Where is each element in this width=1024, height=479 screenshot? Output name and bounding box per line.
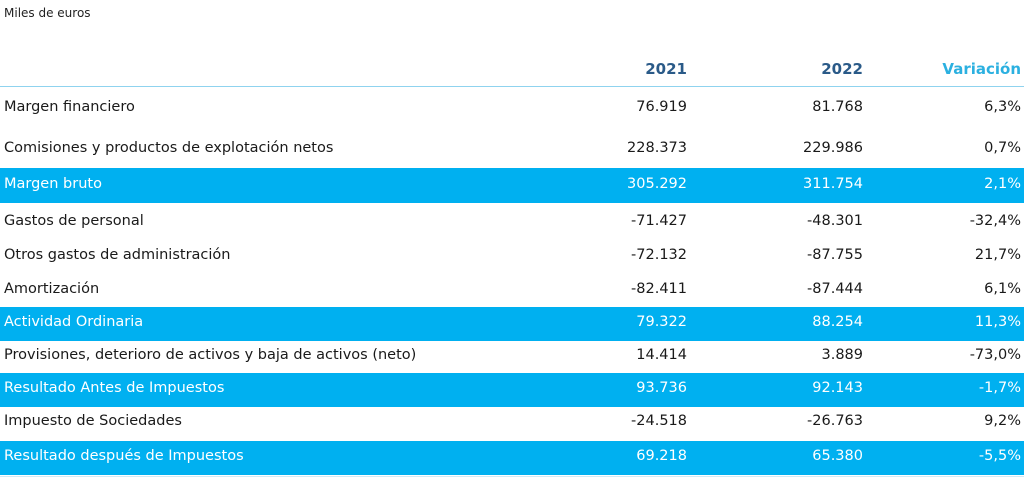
value-2021: -82.411 bbox=[631, 281, 687, 297]
value-2021: 76.919 bbox=[636, 99, 687, 115]
table-row: Impuesto de Sociedades -24.518 -26.763 9… bbox=[0, 410, 1024, 434]
value-2021: -24.518 bbox=[631, 413, 687, 429]
table-row: Otros gastos de administración -72.132 -… bbox=[0, 244, 1024, 268]
column-header-variation: Variación bbox=[942, 60, 1021, 78]
value-2021: -71.427 bbox=[631, 213, 687, 229]
value-2021: 79.322 bbox=[636, 314, 687, 330]
table-row: Amortización -82.411 -87.444 6,1% bbox=[0, 278, 1024, 302]
table-bottom-divider bbox=[0, 476, 1024, 477]
value-2022: 3.889 bbox=[821, 347, 863, 363]
value-2022: -87.755 bbox=[807, 247, 863, 263]
table-row-highlight: Resultado después de Impuestos 69.218 65… bbox=[0, 441, 1024, 475]
row-label: Resultado después de Impuestos bbox=[4, 448, 244, 464]
row-label: Amortización bbox=[4, 281, 100, 297]
value-variation: 2,1% bbox=[984, 176, 1021, 192]
value-2021: 228.373 bbox=[627, 140, 687, 156]
value-2021: 69.218 bbox=[636, 448, 687, 464]
row-label: Gastos de personal bbox=[4, 213, 144, 229]
row-label: Actividad Ordinaria bbox=[4, 314, 144, 330]
value-variation: 11,3% bbox=[974, 314, 1021, 330]
table-row: Margen financiero 76.919 81.768 6,3% bbox=[0, 96, 1024, 120]
value-2022: 88.254 bbox=[812, 314, 863, 330]
value-variation: 9,2% bbox=[984, 413, 1021, 429]
value-2022: 65.380 bbox=[812, 448, 863, 464]
row-label: Margen bruto bbox=[4, 176, 102, 192]
row-label: Resultado Antes de Impuestos bbox=[4, 380, 225, 396]
value-variation: 6,1% bbox=[984, 281, 1021, 297]
value-variation: -32,4% bbox=[969, 213, 1021, 229]
value-variation: -5,5% bbox=[978, 448, 1021, 464]
column-header-2022: 2022 bbox=[821, 60, 863, 78]
unit-note: Miles de euros bbox=[4, 6, 91, 20]
value-2022: 311.754 bbox=[803, 176, 863, 192]
value-variation: 21,7% bbox=[974, 247, 1021, 263]
table-row: Provisiones, deterioro de activos y baja… bbox=[0, 344, 1024, 368]
value-2022: 229.986 bbox=[803, 140, 863, 156]
table-row: Gastos de personal -71.427 -48.301 -32,4… bbox=[0, 210, 1024, 234]
value-2022: -87.444 bbox=[807, 281, 863, 297]
value-2021: 305.292 bbox=[627, 176, 687, 192]
table-header: 2021 2022 Variación bbox=[0, 58, 1024, 87]
value-2021: 14.414 bbox=[636, 347, 687, 363]
column-header-2021: 2021 bbox=[645, 60, 687, 78]
value-2022: 92.143 bbox=[812, 380, 863, 396]
row-label: Comisiones y productos de explotación ne… bbox=[4, 140, 334, 156]
value-2021: -72.132 bbox=[631, 247, 687, 263]
row-label: Impuesto de Sociedades bbox=[4, 413, 182, 429]
row-label: Provisiones, deterioro de activos y baja… bbox=[4, 347, 417, 363]
value-variation: 0,7% bbox=[984, 140, 1021, 156]
row-label: Otros gastos de administración bbox=[4, 247, 231, 263]
value-variation: -73,0% bbox=[969, 347, 1021, 363]
value-variation: 6,3% bbox=[984, 99, 1021, 115]
table-row-highlight: Margen bruto 305.292 311.754 2,1% bbox=[0, 168, 1024, 203]
row-label: Margen financiero bbox=[4, 99, 135, 115]
table-row-highlight: Resultado Antes de Impuestos 93.736 92.1… bbox=[0, 373, 1024, 407]
value-2022: -48.301 bbox=[807, 213, 863, 229]
value-2022: -26.763 bbox=[807, 413, 863, 429]
value-2021: 93.736 bbox=[636, 380, 687, 396]
table-row: Comisiones y productos de explotación ne… bbox=[0, 137, 1024, 161]
value-variation: -1,7% bbox=[978, 380, 1021, 396]
value-2022: 81.768 bbox=[812, 99, 863, 115]
table-row-highlight: Actividad Ordinaria 79.322 88.254 11,3% bbox=[0, 307, 1024, 341]
